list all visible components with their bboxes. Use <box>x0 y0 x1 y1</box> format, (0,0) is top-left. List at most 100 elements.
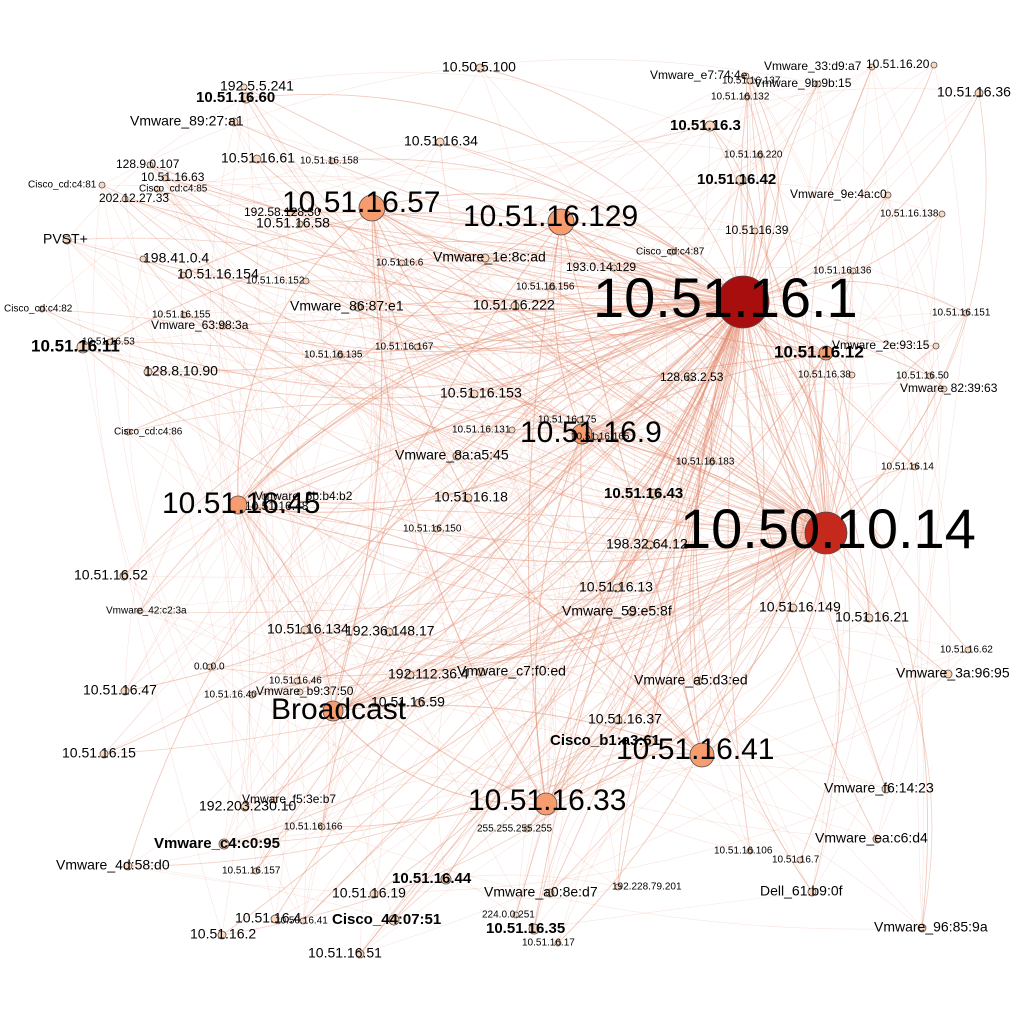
node-label-198-32-64-12: 198.32.64.12 <box>606 536 688 552</box>
edge <box>742 64 935 303</box>
node-10-51-16-2 <box>217 930 227 940</box>
edge <box>244 532 827 808</box>
node-10-51-16-106 <box>746 847 754 855</box>
edge <box>560 221 827 354</box>
edge <box>388 631 923 929</box>
edge <box>560 221 827 534</box>
edge <box>289 212 744 303</box>
edge <box>124 198 699 682</box>
node-label-vmware-e7-74-4e: Vmware_e7:74:4e <box>650 68 748 82</box>
edge <box>339 354 870 619</box>
node-label-10-51-16-175: 10.51.16.175 <box>538 415 597 426</box>
edge <box>560 221 827 534</box>
edge <box>742 301 887 790</box>
node-label-10-51-16-106: 10.51.16.106 <box>714 846 773 857</box>
edge <box>127 301 744 867</box>
edge <box>473 96 748 395</box>
node-vmware-6b-b4-b2 <box>261 493 269 501</box>
edge <box>66 239 329 828</box>
node-label-10-51-16-51: 10.51.16.51 <box>308 945 382 961</box>
edge <box>811 374 853 893</box>
node-vmware-c7-f0-ed <box>476 667 486 677</box>
edge <box>248 506 257 872</box>
edge <box>164 177 275 845</box>
edge <box>393 251 673 921</box>
node-label-198-41-0-4: 198.41.0.4 <box>143 250 209 266</box>
node-0-0-0-0 <box>206 663 214 671</box>
node-192-228-79-201 <box>614 883 622 891</box>
node-10-51-16-153 <box>469 389 479 399</box>
node-label-vmware-1e-8c-ad: Vmware_1e:8c:ad <box>433 249 546 265</box>
edge <box>209 301 744 668</box>
node-label-vmware-4d-58-d0: Vmware_4d:58:d0 <box>56 857 170 873</box>
edge <box>243 72 761 156</box>
node-label-10-51-16-59: 10.51.16.59 <box>371 694 445 710</box>
node-label-10-51-16-52: 10.51.16.52 <box>74 567 148 583</box>
edge <box>331 158 744 303</box>
edge <box>66 97 247 241</box>
node-label-10-50-16-41: 10.50.16.41 <box>275 916 328 927</box>
edge <box>103 506 256 755</box>
edge <box>742 301 870 619</box>
edge <box>222 221 562 333</box>
edge <box>109 341 304 922</box>
edge <box>223 532 827 845</box>
node-label-10-51-16-50: 10.51.16.50 <box>896 371 949 382</box>
edge <box>41 308 827 534</box>
node-label-10-51-16-166: 10.51.16.166 <box>284 822 343 833</box>
edge <box>526 301 744 830</box>
node-10-51-16-175 <box>576 416 584 424</box>
edge <box>511 301 744 431</box>
edge <box>223 649 969 845</box>
edge <box>701 649 969 758</box>
node-vmware-a0-8e-d7 <box>545 888 555 898</box>
edge <box>871 66 936 468</box>
edge <box>436 528 923 929</box>
node-10-51-16-59 <box>414 698 424 708</box>
node-label-10-51-16-21: 10.51.16.21 <box>835 609 909 625</box>
edge <box>418 688 878 840</box>
edge <box>274 544 651 920</box>
node-label-192-203-230-10: 192.203.230.10 <box>199 798 297 814</box>
node-label-10-51-16-222: 10.51.16.222 <box>473 297 555 313</box>
edge <box>689 377 827 534</box>
edge <box>418 301 744 704</box>
node-vmware-b9-37-50 <box>296 688 304 696</box>
node-label-vmware-b9-37-50: Vmware_b9:37:50 <box>256 684 354 698</box>
edge <box>237 221 562 506</box>
edge <box>237 504 827 544</box>
node-label-cisco-44-07-51: Cisco_44:07:51 <box>332 911 441 928</box>
edge <box>436 528 619 888</box>
node-label-vmware-c7-f0-ed: Vmware_c7:f0:ed <box>457 663 566 679</box>
node-10-51-16-51 <box>355 949 365 959</box>
node-10-51-16-60 <box>240 92 252 104</box>
edge <box>581 352 827 435</box>
edge <box>321 267 615 828</box>
edge <box>221 86 262 936</box>
node-vmware-c4-c0-95 <box>218 838 230 850</box>
edge <box>139 125 711 612</box>
edge <box>285 212 334 712</box>
edge <box>416 289 744 348</box>
edge <box>237 504 337 828</box>
edge <box>274 301 744 920</box>
edge <box>124 207 373 692</box>
edge <box>359 75 747 955</box>
edge <box>742 301 969 651</box>
node-vmware-2e-93-15 <box>932 342 940 350</box>
edge <box>339 354 827 535</box>
edge <box>103 532 827 755</box>
edge <box>445 878 619 900</box>
edge <box>299 223 615 292</box>
edge <box>371 207 390 633</box>
edge <box>149 164 619 721</box>
edge <box>273 280 307 801</box>
edge <box>709 125 951 675</box>
edge <box>701 532 827 756</box>
edge <box>209 532 827 676</box>
edge <box>742 83 819 303</box>
edge <box>617 301 744 721</box>
edge <box>237 419 581 506</box>
node-label-10-51-16-129: 10.51.16.129 <box>463 200 638 233</box>
